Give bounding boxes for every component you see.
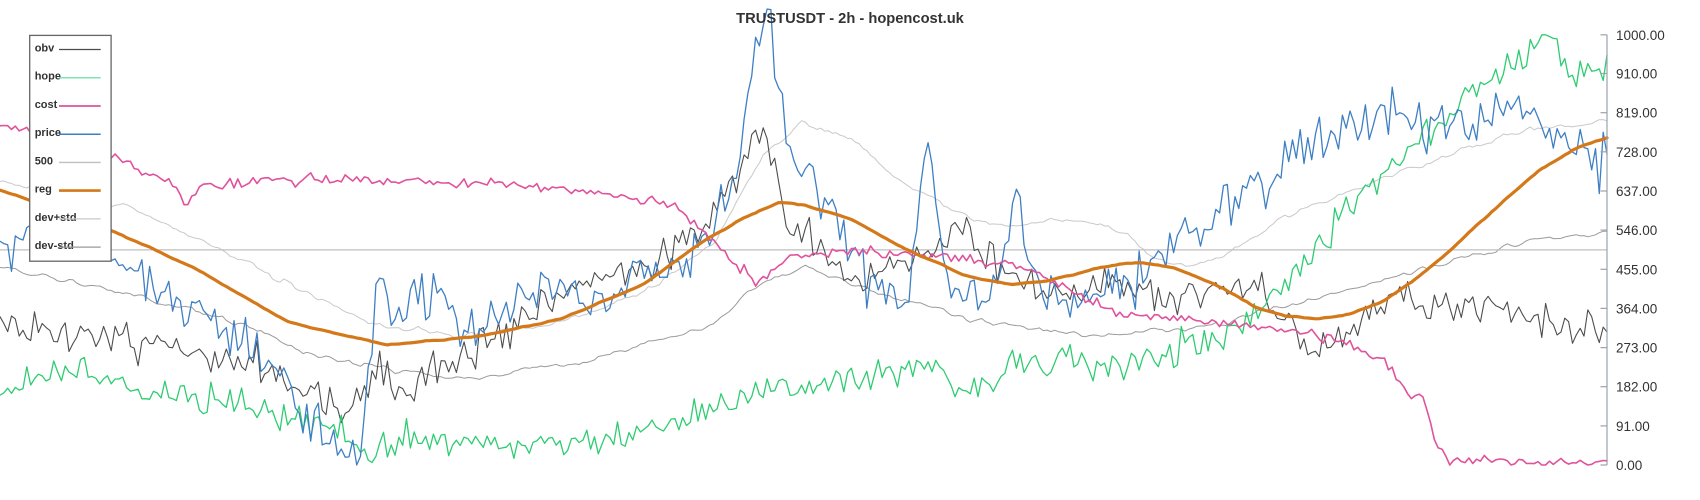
svg-text:819.00: 819.00 [1616,106,1657,121]
svg-text:637.00: 637.00 [1616,184,1657,199]
svg-text:dev+std: dev+std [35,212,77,224]
svg-text:obv: obv [35,43,55,55]
svg-text:reg: reg [35,184,52,196]
svg-text:455.00: 455.00 [1616,262,1657,277]
svg-text:546.00: 546.00 [1616,223,1657,238]
svg-text:cost: cost [35,99,58,111]
svg-text:dev-std: dev-std [35,240,74,252]
svg-text:91.00: 91.00 [1616,419,1650,434]
svg-text:1000.00: 1000.00 [1616,28,1665,43]
svg-text:hope: hope [35,71,61,83]
svg-text:price: price [35,127,61,139]
svg-text:910.00: 910.00 [1616,67,1657,82]
svg-text:0.00: 0.00 [1616,458,1642,473]
svg-text:182.00: 182.00 [1616,380,1657,395]
svg-text:364.00: 364.00 [1616,301,1657,316]
svg-text:728.00: 728.00 [1616,145,1657,160]
svg-text:273.00: 273.00 [1616,341,1657,356]
svg-text:500: 500 [35,155,53,167]
